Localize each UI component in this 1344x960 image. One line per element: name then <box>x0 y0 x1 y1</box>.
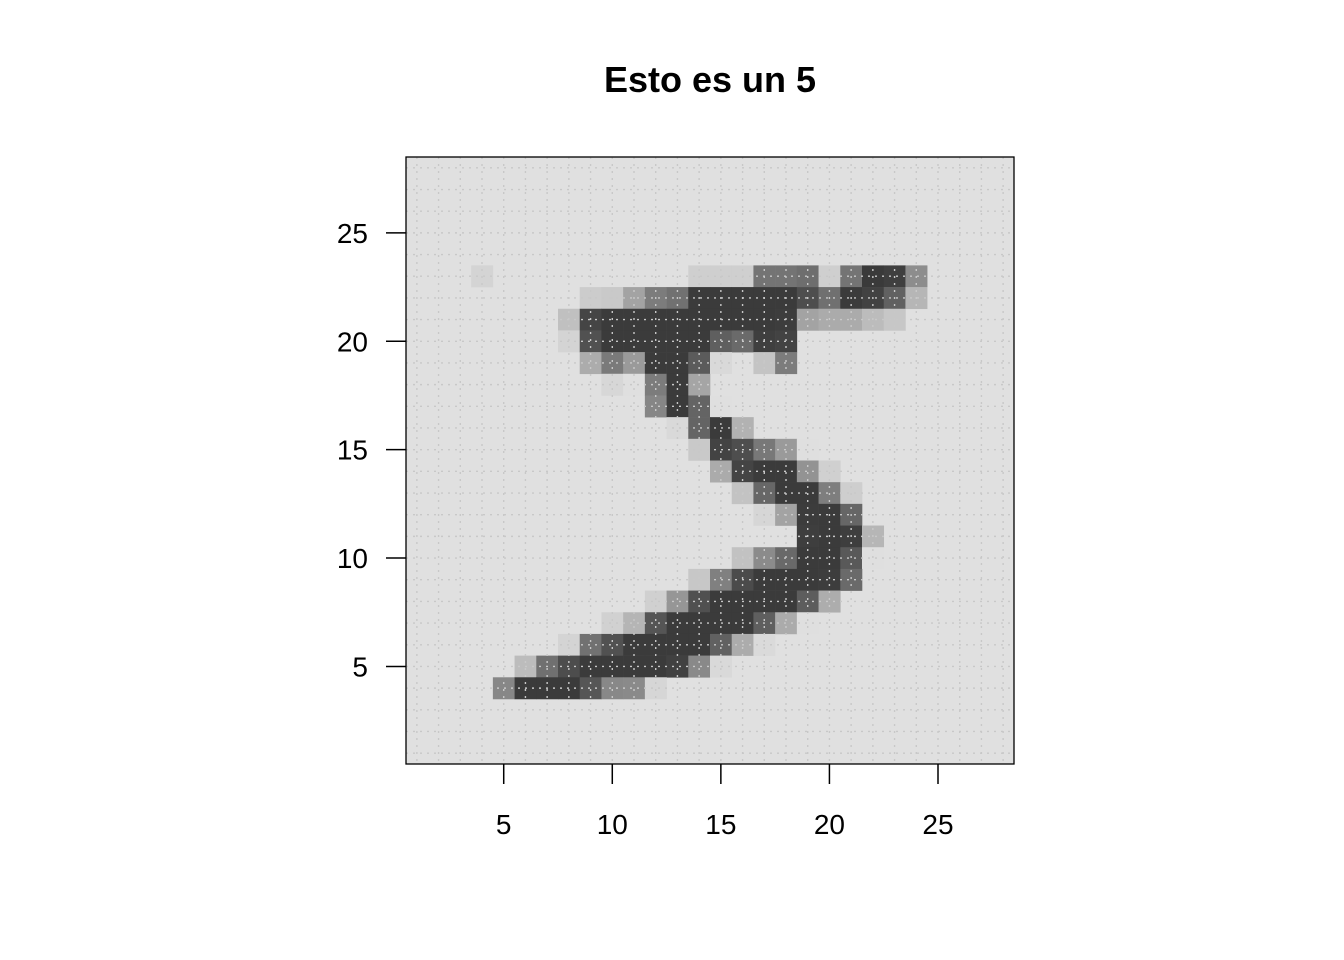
heatmap-cell <box>623 677 646 700</box>
heatmap-cell <box>818 547 841 570</box>
grid-lines <box>406 157 1014 764</box>
heatmap-cell <box>666 330 689 353</box>
heatmap-cell <box>623 352 646 375</box>
heatmap-cell <box>492 677 515 700</box>
heatmap-cell <box>796 612 819 635</box>
heatmap-cell <box>775 590 798 613</box>
heatmap-cell <box>688 330 711 353</box>
heatmap-cell <box>775 547 798 570</box>
heatmap-cell <box>579 633 602 656</box>
heatmap-cell <box>840 547 863 570</box>
heatmap-cell <box>862 547 885 570</box>
heatmap-cell <box>818 590 841 613</box>
heatmap-cell <box>688 568 711 591</box>
heatmap-cell <box>818 460 841 483</box>
heatmap-cell <box>666 590 689 613</box>
heatmap-cell <box>796 547 819 570</box>
heatmap-cell <box>688 352 711 375</box>
heatmap-cell <box>601 330 624 353</box>
y-axis: 5 10 15 20 25 <box>337 218 406 682</box>
heatmap-cell <box>601 655 624 678</box>
heatmap-cell <box>775 568 798 591</box>
heatmap-cell <box>644 373 667 396</box>
heatmap-cell <box>579 655 602 678</box>
heatmap-cell <box>688 395 711 418</box>
heatmap-cell <box>579 677 602 700</box>
heatmap-cell <box>579 330 602 353</box>
y-tick-label: 10 <box>337 543 368 574</box>
heatmap-cell <box>601 352 624 375</box>
heatmap-cell <box>688 633 711 656</box>
heatmap-cell <box>601 633 624 656</box>
heatmap-cell <box>796 460 819 483</box>
plot-frame <box>405 156 1015 765</box>
x-tick-label: 15 <box>705 809 736 840</box>
heatmap-cell <box>644 612 667 635</box>
heatmap-cell <box>601 677 624 700</box>
y-tick-label: 20 <box>337 326 368 357</box>
heatmap-cell <box>644 677 667 700</box>
heatmap-cell <box>666 395 689 418</box>
heatmap-cell <box>775 352 798 375</box>
heatmap-cell <box>666 373 689 396</box>
heatmap-cell <box>558 633 581 656</box>
heatmap-cell <box>601 373 624 396</box>
chart-title: Esto es un 5 <box>604 59 816 100</box>
heatmap-cell <box>644 590 667 613</box>
heatmap-cell <box>623 633 646 656</box>
heatmap-cell <box>775 460 798 483</box>
heatmap-cell <box>775 330 798 353</box>
heatmap-cell <box>688 438 711 461</box>
heatmap-cell <box>688 612 711 635</box>
y-tick-label: 5 <box>352 651 368 682</box>
heatmap-cell <box>775 612 798 635</box>
heatmap-cell <box>775 438 798 461</box>
heatmap-cell <box>666 417 689 440</box>
heatmap-cell <box>818 568 841 591</box>
heatmap-cell <box>688 373 711 396</box>
heatmap-cell <box>796 438 819 461</box>
heatmap-cell <box>579 352 602 375</box>
heatmap-cell <box>666 655 689 678</box>
heatmap-cell <box>623 612 646 635</box>
heatmap-cell <box>688 655 711 678</box>
heatmap-cell <box>796 590 819 613</box>
heatmap-cell <box>601 612 624 635</box>
y-tick-label: 25 <box>337 218 368 249</box>
heatmap-cell <box>623 330 646 353</box>
heatmap-cell <box>666 352 689 375</box>
heatmap-cell <box>666 633 689 656</box>
x-tick-label: 5 <box>496 809 512 840</box>
x-tick-label: 25 <box>922 809 953 840</box>
x-tick-label: 20 <box>814 809 845 840</box>
heatmap-cell <box>558 655 581 678</box>
heatmap-cell <box>644 655 667 678</box>
heatmap-cell <box>688 590 711 613</box>
heatmap-cell <box>558 677 581 700</box>
y-tick-label: 15 <box>337 435 368 466</box>
heatmap-cell <box>623 655 646 678</box>
heatmap-cell <box>688 417 711 440</box>
heatmap-cell <box>666 612 689 635</box>
heatmap-cell <box>644 352 667 375</box>
heatmap-cell <box>644 395 667 418</box>
heatmap-cell <box>558 330 581 353</box>
heatmap-cell <box>623 373 646 396</box>
x-tick-label: 10 <box>597 809 628 840</box>
x-axis: 5 10 15 20 25 <box>496 764 954 840</box>
heatmap-cell <box>644 633 667 656</box>
heatmap-cell <box>840 568 863 591</box>
heatmap-cell <box>796 568 819 591</box>
heatmap-cell <box>644 330 667 353</box>
